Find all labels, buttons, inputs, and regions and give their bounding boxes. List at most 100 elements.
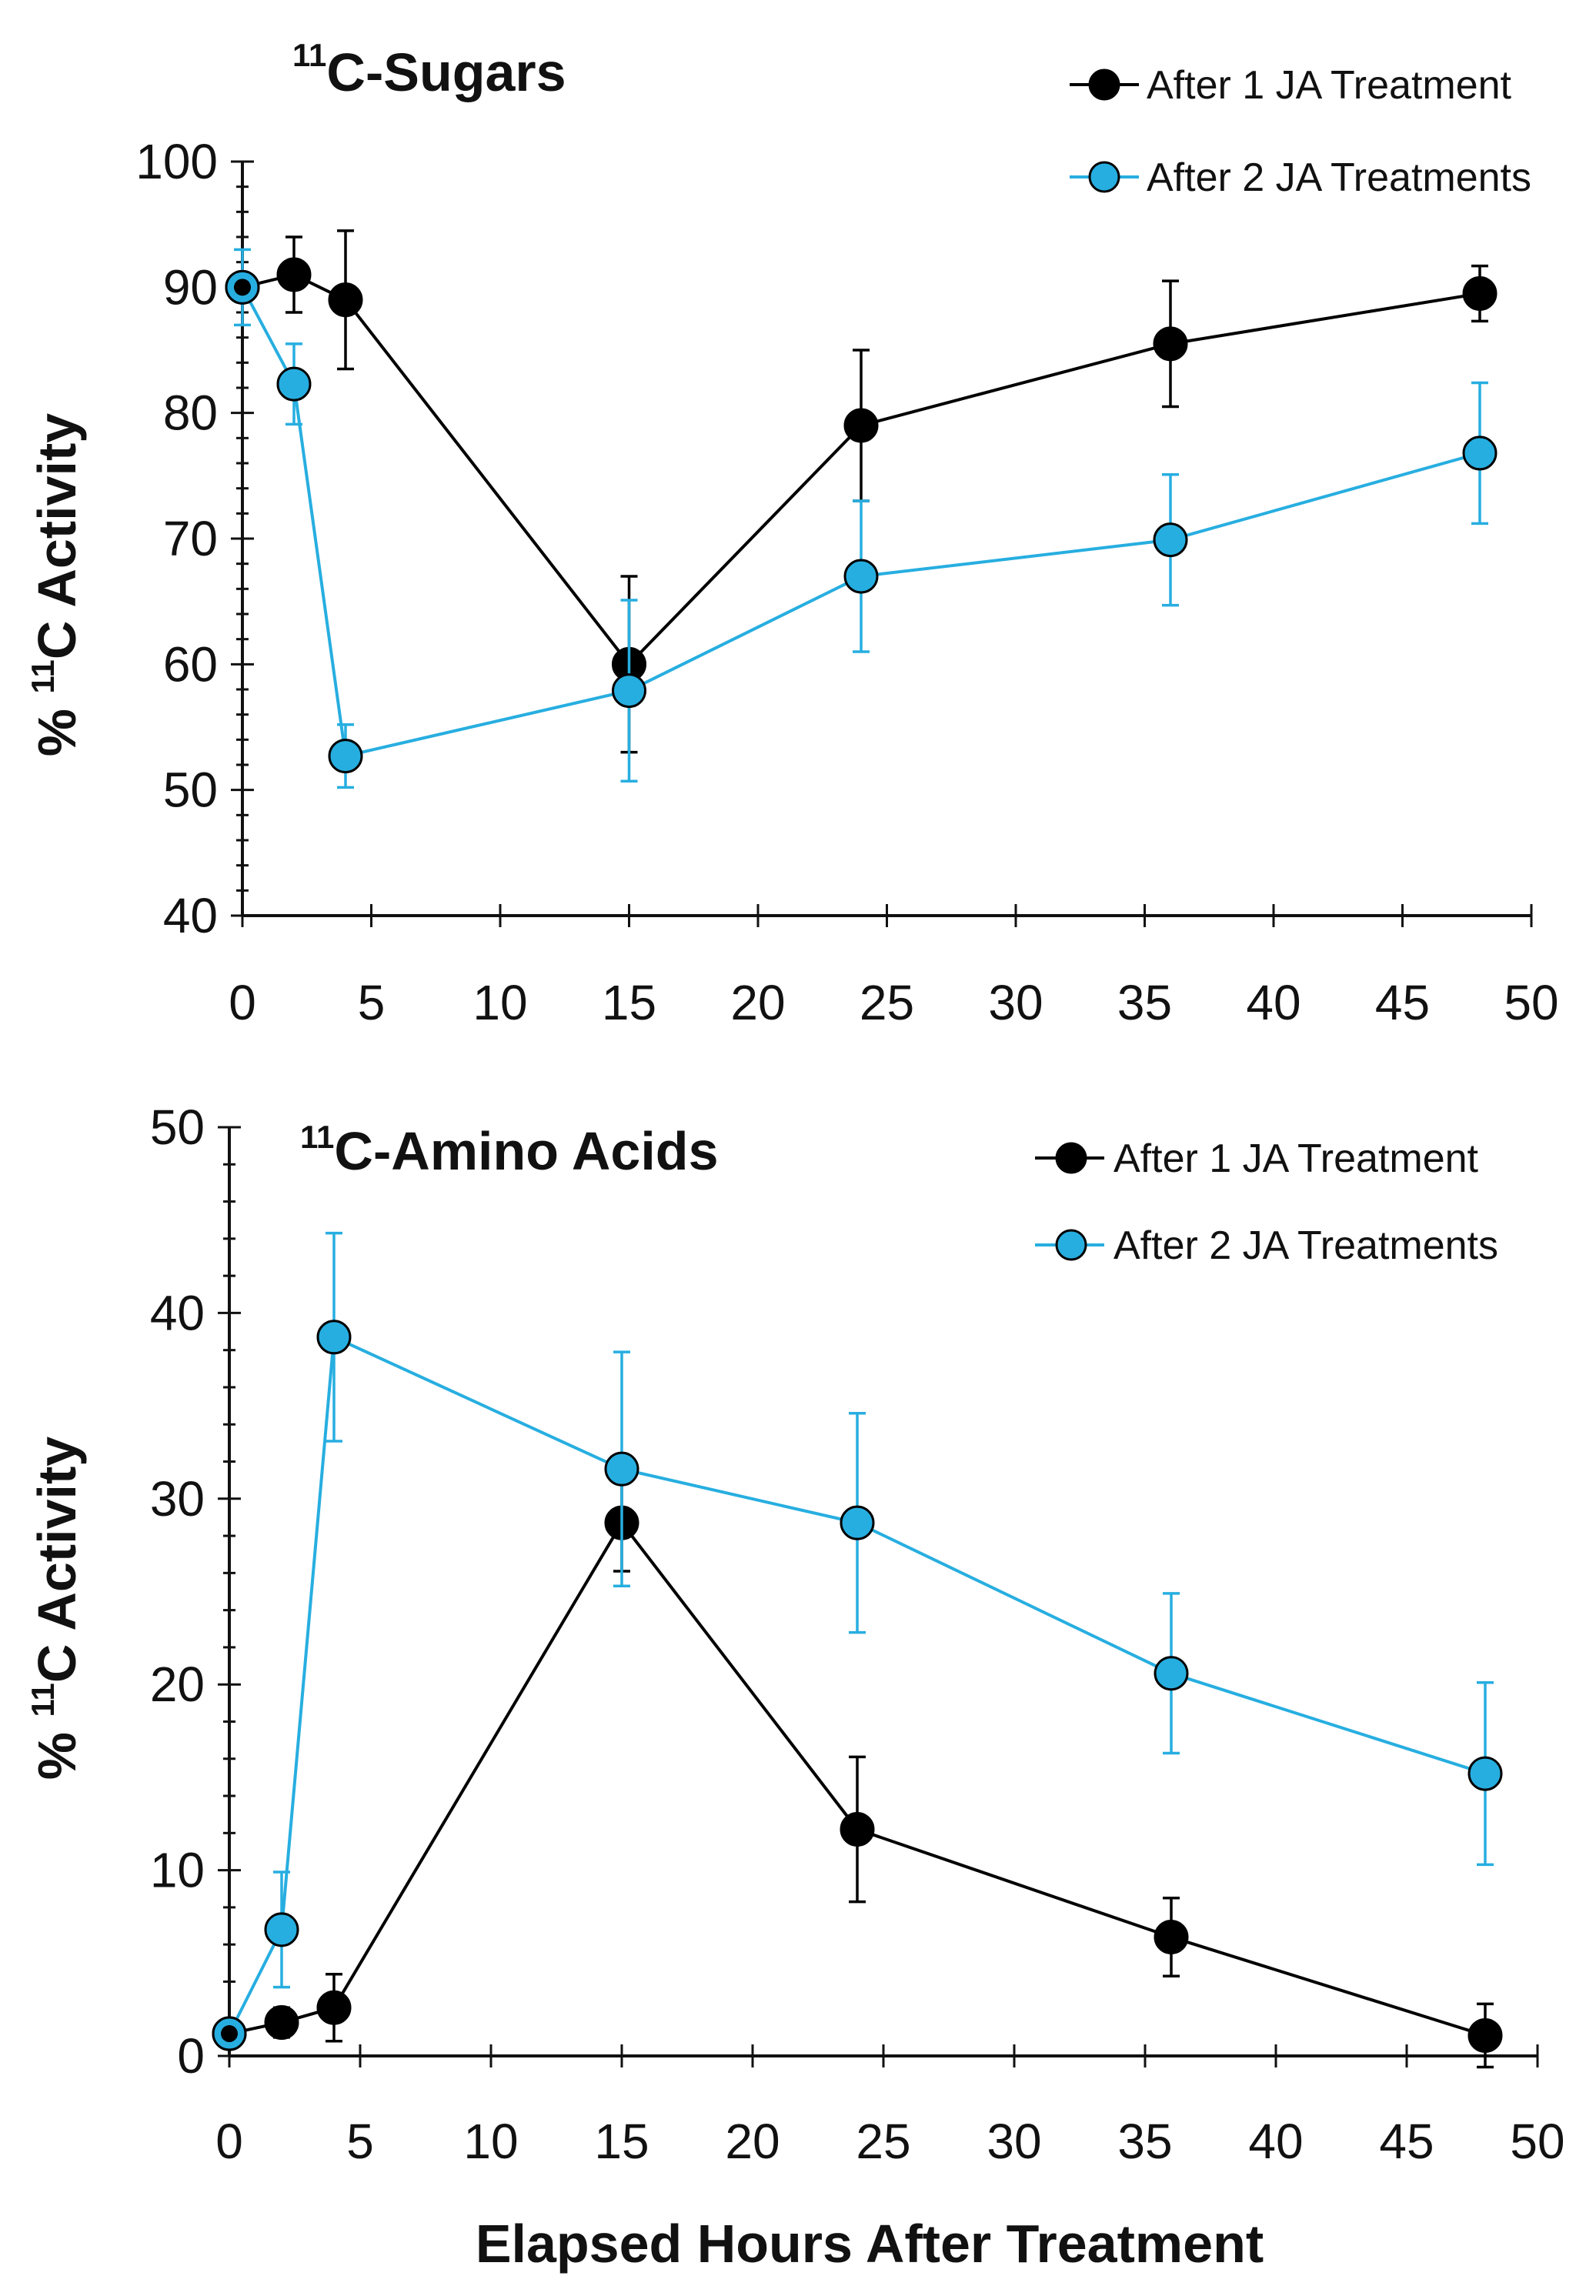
amino-series-2-point [1154,1656,1189,1691]
sugars-y-tick-label: 90 [163,259,218,315]
amino-series-2 [212,1231,1503,2051]
amino-ylabel-main: C Activity [27,1437,87,1683]
sugars-x-tick-label: 30 [988,975,1043,1030]
sugars-series-2-point [328,739,363,774]
sugars-y-tick-label: 70 [163,511,218,566]
sugars-y-tick-label: 60 [163,636,218,692]
amino-y-ticks: 0 10 20 30 40 50 [150,1100,241,2084]
amino-x-tick-label: 15 [594,2114,649,2169]
amino-series-2-point [604,1451,639,1487]
sugars-ylabel-sup: 11 [25,659,61,693]
amino-title-main: C-Amino Acids [334,1121,718,1181]
sugars-legend-item-2: After 2 JA Treatments [1070,155,1531,200]
sugars-y-tick-label: 40 [163,888,218,943]
amino-y-tick-label: 40 [150,1285,205,1340]
amino-series-2-point [264,1912,299,1947]
amino-y-axis-title: % 11C Activity [25,1437,87,1780]
sugars-series [225,229,1498,789]
amino-legend-marker-2 [1055,1229,1087,1261]
amino-legend-label-2: After 2 JA Treatments [1114,1223,1498,1268]
amino-x-tick-label: 5 [346,2114,374,2169]
amino-series-2-point [316,1320,352,1355]
sugars-series-2-point [276,366,312,402]
amino-x-tick-label: 40 [1248,2114,1303,2169]
amino-legend: After 1 JA Treatment After 2 JA Treatmen… [1035,1136,1498,1268]
amino-legend-marker-1 [1055,1142,1087,1174]
sugars-legend-label-1: After 1 JA Treatment [1147,63,1512,108]
amino-overlap-point-center [221,2025,238,2043]
amino-x-tick-label: 35 [1117,2114,1172,2169]
sugars-x-tick-label: 0 [229,975,256,1030]
amino-chart-title: 11C-Amino Acids [300,1119,719,1181]
sugars-x-tick-label: 10 [472,975,527,1030]
sugars-x-tick-label: 5 [358,975,386,1030]
amino-x-tick-label: 50 [1510,2114,1564,2169]
sugars-axes [241,162,1531,917]
amino-x-tick-label: 30 [987,2114,1041,2169]
amino-series [212,1231,1503,2069]
sugars-x-tick-label: 35 [1117,975,1172,1030]
amino-ylabel-sup: 11 [25,1683,61,1717]
sugars-legend-item-1: After 1 JA Treatment [1070,63,1512,108]
sugars-x-tick-label: 15 [602,975,656,1030]
amino-x-ticks: 0 5 10 15 20 25 30 35 40 45 50 [215,2044,1565,2169]
sugars-series-1 [225,229,1498,754]
sugars-x-tick-label: 20 [730,975,785,1030]
sugars-legend-label-2: After 2 JA Treatments [1147,155,1531,200]
sugars-series-2-point [1462,436,1498,471]
sugars-series-1-point [1462,276,1498,311]
amino-x-tick-label: 45 [1379,2114,1434,2169]
sugars-overlap-point-center [234,279,251,296]
amino-legend-label-1: After 1 JA Treatment [1114,1136,1479,1181]
sugars-chart-title: 11C-Sugars [292,37,566,102]
sugars-y-tick-label: 50 [163,763,218,818]
sugars-ylabel-main: C Activity [27,413,87,659]
sugars-ylabel-prefix: % [27,693,87,756]
sugars-series-2-point [612,673,646,709]
amino-x-tick-label: 20 [725,2114,780,2169]
amino-series-1-point [316,1990,352,2025]
sugars-series-1-point [1153,326,1188,362]
amino-series-2-point [1467,1756,1503,1791]
amino-x-tick-label: 10 [463,2114,518,2169]
sugars-series-2 [225,248,1498,789]
x-axis-title: Elapsed Hours After Treatment [476,2214,1264,2274]
sugars-legend-marker-1 [1088,68,1120,101]
sugars-x-tick-label: 40 [1246,975,1301,1030]
amino-y-tick-label: 0 [177,2028,205,2084]
sugars-title-sup: 11 [292,37,326,73]
sugars-x-tick-label: 45 [1375,975,1430,1030]
sugars-legend-marker-2 [1088,161,1120,193]
amino-x-tick-label: 0 [215,2114,243,2169]
sugars-y-tick-label: 100 [135,134,218,189]
amino-y-tick-label: 20 [150,1657,205,1712]
amino-y-tick-label: 30 [150,1471,205,1527]
amino-x-tick-label: 25 [856,2114,910,2169]
sugars-series-1-point [843,408,879,443]
sugars-x-tick-label: 50 [1504,975,1558,1030]
amino-title-sup: 11 [300,1119,334,1155]
amino-series-1-point [840,1811,875,1847]
sugars-y-ticks: 40 50 60 70 80 90 100 [135,134,254,943]
sugars-legend: After 1 JA Treatment After 2 JA Treatmen… [1070,63,1531,200]
amino-legend-item-1: After 1 JA Treatment [1035,1136,1479,1181]
sugars-y-axis-title: % 11C Activity [25,413,87,756]
sugars-series-1-point [276,257,312,292]
sugars-series-1-point [328,282,363,318]
sugars-title-main: C-Sugars [326,42,566,102]
sugars-x-ticks: 0 5 10 15 20 25 30 35 40 45 50 [229,904,1559,1030]
amino-series-1-point [264,2005,299,2041]
sugars-x-tick-label: 25 [860,975,914,1030]
amino-legend-item-2: After 2 JA Treatments [1035,1223,1498,1268]
sugars-series-2-point [843,559,879,594]
amino-series-2-point [840,1505,875,1540]
amino-y-tick-label: 10 [150,1843,205,1898]
sugars-series-2-point [1153,522,1188,558]
sugars-y-tick-label: 80 [163,385,218,441]
amino-series-1-point [1154,1920,1189,1955]
amino-series-1-point [1467,2017,1503,2053]
amino-y-tick-label: 50 [150,1100,205,1155]
amino-ylabel-prefix: % [27,1717,87,1780]
